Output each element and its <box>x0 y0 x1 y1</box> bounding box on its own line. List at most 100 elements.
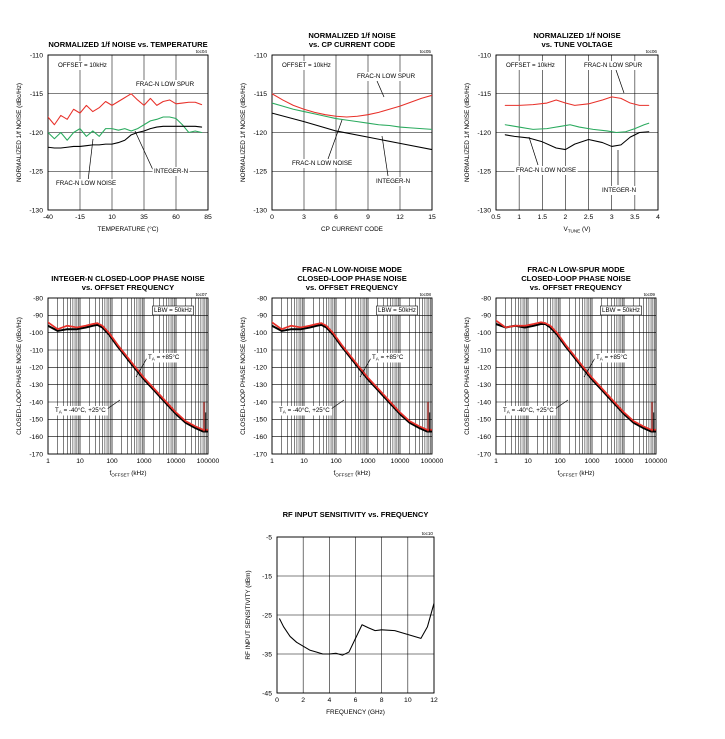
annotation-background <box>355 72 418 81</box>
x-tick-label: 35 <box>140 214 148 221</box>
y-tick-label: -120 <box>477 130 491 137</box>
x-axis-label: FREQUENCY (GHz) <box>326 709 385 716</box>
plot-frame <box>495 54 659 211</box>
chart-title-line: RF INPUT SENSITIVITY vs. FREQUENCY <box>283 510 429 519</box>
chart-title-line: FRAC-N LOW-SPUR MODE <box>527 265 624 274</box>
y-tick-label: -80 <box>481 295 491 302</box>
x-tick-label: 10000 <box>615 458 634 465</box>
annotation-leader <box>583 357 596 378</box>
y-axis-label: RF INPUT SENSITIVITY (dBm) <box>245 570 252 659</box>
series-line-1 <box>272 321 432 431</box>
y-tick-label: -125 <box>29 169 43 176</box>
annotation-background <box>501 406 556 416</box>
x-axis-label: TEMPERATURE (°C) <box>97 225 158 233</box>
series-group <box>504 96 650 151</box>
x-tick-label: 8 <box>380 697 384 704</box>
chart-title-line: vs. OFFSET FREQUENCY <box>82 283 174 292</box>
chart-title-line: vs. TUNE VOLTAGE <box>541 40 612 49</box>
x-tick-label: 1000 <box>360 458 375 465</box>
annotation-background <box>370 353 406 363</box>
y-tick-label: -140 <box>29 399 43 406</box>
chart-annotation: FRAC-N LOW NOISE <box>56 180 116 187</box>
annotation-leader <box>381 135 389 177</box>
series-line-1 <box>504 122 650 134</box>
plot-frame <box>271 54 433 211</box>
x-tick-label: 2 <box>301 697 305 704</box>
series-group <box>272 321 432 433</box>
annotation-background <box>54 179 118 188</box>
x-tick-label: 6 <box>334 214 338 221</box>
chart-title-line: INTEGER-N CLOSED-LOOP PHASE NOISE <box>51 274 204 283</box>
annotation-background <box>152 167 190 176</box>
x-tick-label: 1.5 <box>538 214 548 221</box>
chart-title-line: CLOSED-LOOP PHASE NOISE <box>297 274 407 283</box>
y-axis-label: NORMALIZED 1/f NOISE (dBc/Hz) <box>240 83 247 182</box>
x-tick-label: 12 <box>430 697 438 704</box>
x-tick-label: 0 <box>270 214 274 221</box>
gridlines <box>276 536 435 694</box>
y-tick-label: -110 <box>254 347 267 354</box>
figure-code: toc09 <box>644 292 656 297</box>
x-tick-label: 3 <box>302 214 306 221</box>
y-tick-label: -130 <box>29 207 43 214</box>
y-tick-label: -160 <box>477 434 491 441</box>
y-tick-label: -150 <box>29 417 43 424</box>
y-tick-label: -90 <box>257 313 267 320</box>
x-axis-label: fOFFSET (kHz) <box>334 470 371 478</box>
annotation-background <box>376 305 418 316</box>
figure-code: toc05 <box>420 49 432 54</box>
series-line-0 <box>272 323 432 433</box>
series-line-0 <box>48 323 208 433</box>
y-axis-label: NORMALIZED 1/f NOISE (dBc/Hz) <box>464 83 471 182</box>
annotation-leader <box>134 130 154 171</box>
x-tick-label: -15 <box>75 214 85 221</box>
gridlines <box>271 297 432 455</box>
x-tick-label: 1 <box>46 458 50 465</box>
annotation-leader <box>135 357 148 378</box>
figure-code: toc04 <box>196 49 208 54</box>
x-tick-label: 100000 <box>197 458 220 465</box>
chart-annotation: OFFSET = 10kHz <box>506 62 555 69</box>
y-tick-label: -130 <box>477 382 491 389</box>
y-tick-label: -160 <box>253 434 267 441</box>
x-tick-label: 4 <box>327 697 331 704</box>
series-line-0 <box>496 323 656 433</box>
y-tick-label: -5 <box>266 534 272 541</box>
y-tick-label: -90 <box>33 313 43 320</box>
plot-frame <box>47 297 209 455</box>
annotation-leader <box>615 69 625 94</box>
chart-annotation: TA = +85°C <box>148 354 180 362</box>
figure-code: toc06 <box>646 49 658 54</box>
chart-annotation: FRAC-N LOW NOISE <box>516 167 576 174</box>
annotation-leader <box>106 399 121 410</box>
x-axis-label: VTUNE (V) <box>563 226 590 234</box>
x-tick-label: 6 <box>354 697 358 704</box>
annotation-leader <box>359 357 372 378</box>
x-tick-label: -40 <box>43 214 53 221</box>
y-tick-label: -115 <box>254 91 267 98</box>
y-tick-label: -110 <box>478 347 491 354</box>
chart-annotation: TA = +85°C <box>596 354 628 362</box>
y-tick-label: -115 <box>30 91 43 98</box>
annotation-background <box>594 353 630 363</box>
x-tick-label: 10000 <box>391 458 410 465</box>
y-tick-label: -25 <box>262 612 272 619</box>
x-tick-label: 1000 <box>584 458 599 465</box>
x-tick-label: 0.5 <box>491 214 501 221</box>
x-tick-label: 12 <box>396 214 404 221</box>
y-tick-label: -110 <box>30 347 43 354</box>
y-tick-label: -150 <box>253 417 267 424</box>
x-tick-label: 4 <box>656 214 660 221</box>
annotation-background <box>600 186 638 195</box>
x-tick-label: 100000 <box>645 458 668 465</box>
x-tick-label: 10 <box>108 214 116 221</box>
y-tick-label: -170 <box>477 451 491 458</box>
y-tick-label: -35 <box>262 651 272 658</box>
x-tick-label: 3 <box>610 214 614 221</box>
series-line-0 <box>279 602 434 656</box>
chart-annotation: FRAC-N LOW SPUR <box>136 81 195 88</box>
annotation-background <box>504 61 557 70</box>
